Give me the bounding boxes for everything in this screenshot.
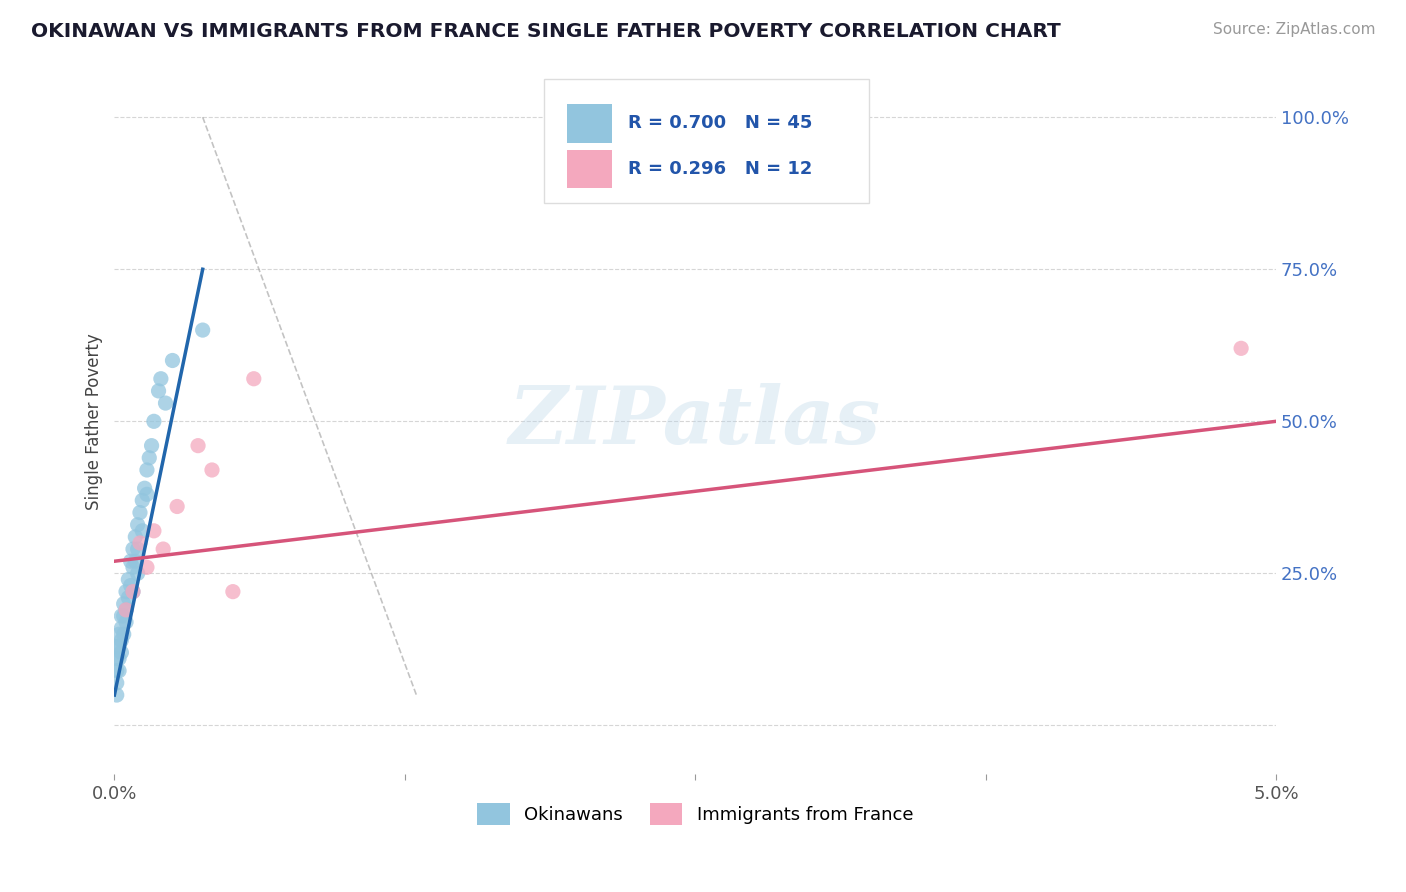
Point	[136, 463, 159, 477]
Point	[112, 609, 135, 624]
Point	[122, 584, 145, 599]
Point	[162, 353, 184, 368]
Text: Source: ZipAtlas.com: Source: ZipAtlas.com	[1212, 22, 1375, 37]
Point	[1230, 342, 1253, 356]
Point	[155, 396, 177, 410]
Point	[243, 372, 266, 386]
Point	[152, 542, 174, 557]
Y-axis label: Single Father Poverty: Single Father Poverty	[86, 333, 103, 509]
Point	[110, 633, 132, 648]
Point	[138, 450, 160, 465]
Point	[129, 536, 152, 550]
Point	[127, 542, 149, 557]
Point	[127, 566, 149, 581]
Point	[122, 542, 145, 557]
Point	[108, 640, 131, 654]
Point	[115, 603, 138, 617]
Point	[110, 609, 132, 624]
Point	[148, 384, 170, 398]
Text: ZIPatlas: ZIPatlas	[509, 383, 882, 460]
Point	[222, 584, 245, 599]
Point	[129, 506, 152, 520]
Point	[141, 439, 163, 453]
Point	[105, 676, 128, 690]
Legend: Okinawans, Immigrants from France: Okinawans, Immigrants from France	[477, 803, 914, 825]
Point	[105, 640, 128, 654]
Point	[115, 603, 138, 617]
Point	[142, 414, 165, 428]
Point	[122, 560, 145, 574]
Point	[187, 439, 209, 453]
Point	[124, 530, 146, 544]
Point	[136, 560, 159, 574]
Point	[110, 645, 132, 659]
FancyBboxPatch shape	[544, 79, 869, 202]
Text: OKINAWAN VS IMMIGRANTS FROM FRANCE SINGLE FATHER POVERTY CORRELATION CHART: OKINAWAN VS IMMIGRANTS FROM FRANCE SINGL…	[31, 22, 1060, 41]
Point	[131, 524, 153, 538]
Point	[108, 627, 131, 641]
Point	[105, 664, 128, 678]
Point	[191, 323, 214, 337]
Point	[120, 554, 142, 568]
Point	[117, 591, 139, 605]
Point	[134, 481, 156, 495]
Text: R = 0.296   N = 12: R = 0.296 N = 12	[628, 160, 813, 178]
Point	[105, 688, 128, 702]
Point	[142, 524, 165, 538]
Point	[127, 517, 149, 532]
Point	[112, 597, 135, 611]
Text: R = 0.700   N = 45: R = 0.700 N = 45	[628, 114, 813, 132]
Point	[108, 651, 131, 665]
Point	[115, 615, 138, 629]
Point	[166, 500, 188, 514]
Point	[115, 584, 138, 599]
Bar	[568, 103, 612, 143]
Point	[112, 627, 135, 641]
Point	[110, 621, 132, 635]
Point	[201, 463, 224, 477]
Point	[122, 584, 145, 599]
Point	[131, 493, 153, 508]
Point	[136, 487, 159, 501]
Bar	[568, 150, 612, 188]
Point	[149, 372, 172, 386]
Point	[117, 573, 139, 587]
Point	[124, 554, 146, 568]
Point	[105, 651, 128, 665]
Point	[120, 578, 142, 592]
Point	[108, 664, 131, 678]
